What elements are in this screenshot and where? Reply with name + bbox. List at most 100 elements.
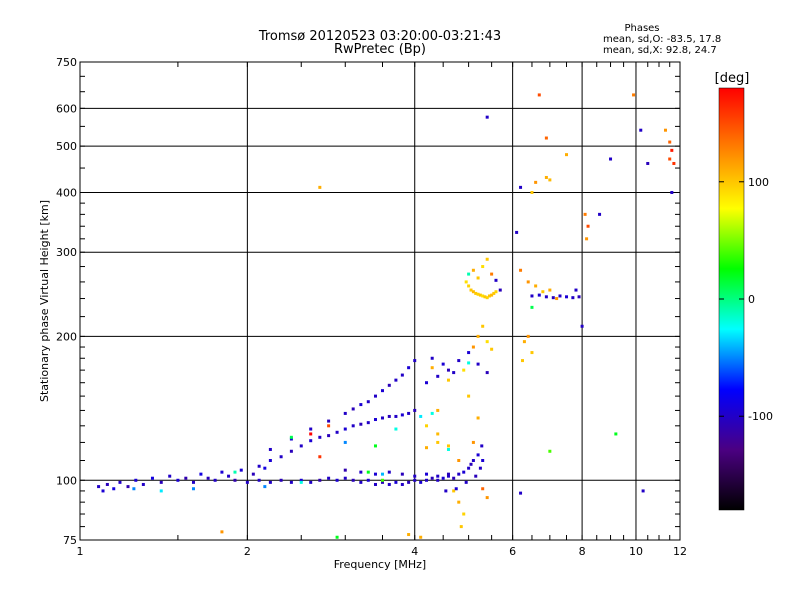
data-point	[565, 295, 569, 299]
data-point	[327, 476, 331, 480]
data-point	[446, 378, 450, 382]
data-point	[462, 470, 466, 474]
data-point	[227, 474, 231, 478]
data-point	[359, 403, 363, 407]
y-axis-label: Stationary phase Virtual Height [km]	[38, 200, 51, 402]
data-point	[233, 478, 237, 482]
colorbar-tick-label: -100	[748, 410, 773, 423]
data-point	[327, 419, 331, 423]
data-point	[299, 478, 303, 482]
data-point	[492, 291, 496, 295]
data-point	[474, 474, 478, 478]
data-point	[476, 276, 480, 280]
data-point	[299, 444, 303, 448]
data-point	[191, 487, 195, 491]
data-point	[118, 480, 122, 484]
x-tick-label: 6	[509, 545, 516, 558]
data-point	[469, 288, 473, 292]
data-point	[478, 466, 482, 470]
data-point	[498, 288, 502, 292]
data-point	[400, 373, 404, 377]
data-point	[380, 416, 384, 420]
data-point	[359, 470, 363, 474]
data-point	[646, 161, 650, 165]
data-point	[641, 489, 645, 493]
data-point	[373, 444, 377, 448]
data-point	[327, 434, 331, 438]
data-point	[407, 480, 411, 484]
data-point	[446, 447, 450, 451]
data-point	[299, 480, 303, 484]
data-point	[467, 351, 471, 355]
data-point	[126, 485, 130, 489]
data-point	[494, 290, 498, 294]
data-point	[380, 472, 384, 476]
data-point	[425, 472, 429, 476]
data-point	[387, 383, 391, 387]
phase-stats-o: mean, sd,O: -83.5, 17.8	[603, 34, 721, 45]
data-point	[380, 478, 384, 482]
data-point	[105, 482, 109, 486]
data-point	[471, 290, 475, 294]
data-point	[289, 480, 293, 484]
data-point	[263, 466, 267, 470]
data-point	[134, 478, 138, 482]
data-point	[289, 449, 293, 453]
data-point	[251, 472, 255, 476]
data-point	[430, 366, 434, 370]
data-point	[467, 466, 471, 470]
data-point	[464, 280, 468, 284]
y-tick-label: 600	[56, 102, 77, 115]
x-tick-label: 1	[77, 545, 84, 558]
data-point	[467, 284, 471, 288]
data-point	[413, 408, 417, 412]
plot-grid	[80, 62, 680, 540]
data-point	[400, 482, 404, 486]
data-point	[159, 489, 163, 493]
data-point	[318, 185, 322, 189]
data-point	[522, 340, 526, 344]
data-point	[454, 487, 458, 491]
data-point	[485, 115, 489, 119]
x-tick-label: 12	[673, 545, 687, 558]
data-point	[483, 295, 487, 299]
data-point	[544, 136, 548, 140]
data-point	[257, 464, 261, 468]
data-point	[459, 525, 463, 529]
data-point	[309, 480, 313, 484]
data-point	[359, 480, 363, 484]
data-point	[476, 416, 480, 420]
data-point	[467, 394, 471, 398]
data-point	[343, 476, 347, 480]
data-point	[471, 268, 475, 272]
data-point	[632, 93, 636, 97]
data-point	[544, 295, 548, 299]
data-point	[548, 449, 552, 453]
x-axis-ticks: 1 2 4 6 8 10 12	[77, 62, 687, 558]
data-point	[150, 476, 154, 480]
data-point	[441, 476, 445, 480]
data-point	[335, 430, 339, 434]
data-point	[471, 458, 475, 462]
y-tick-label: 500	[56, 140, 77, 153]
data-point	[366, 421, 370, 425]
data-point	[309, 439, 313, 443]
y-tick-label: 750	[56, 56, 77, 69]
data-point	[425, 478, 429, 482]
data-point	[487, 294, 491, 298]
data-point	[413, 359, 417, 363]
data-point	[577, 295, 581, 299]
data-point	[206, 476, 210, 480]
data-point	[494, 278, 498, 282]
data-point	[257, 478, 261, 482]
data-point	[279, 455, 283, 459]
data-point	[168, 474, 172, 478]
plot-frame	[79, 61, 681, 541]
data-point	[419, 535, 423, 539]
y-tick-label: 100	[56, 474, 77, 487]
data-point	[112, 487, 116, 491]
data-point	[213, 478, 217, 482]
data-point	[220, 530, 224, 534]
data-point	[548, 288, 552, 292]
data-point	[351, 478, 355, 482]
